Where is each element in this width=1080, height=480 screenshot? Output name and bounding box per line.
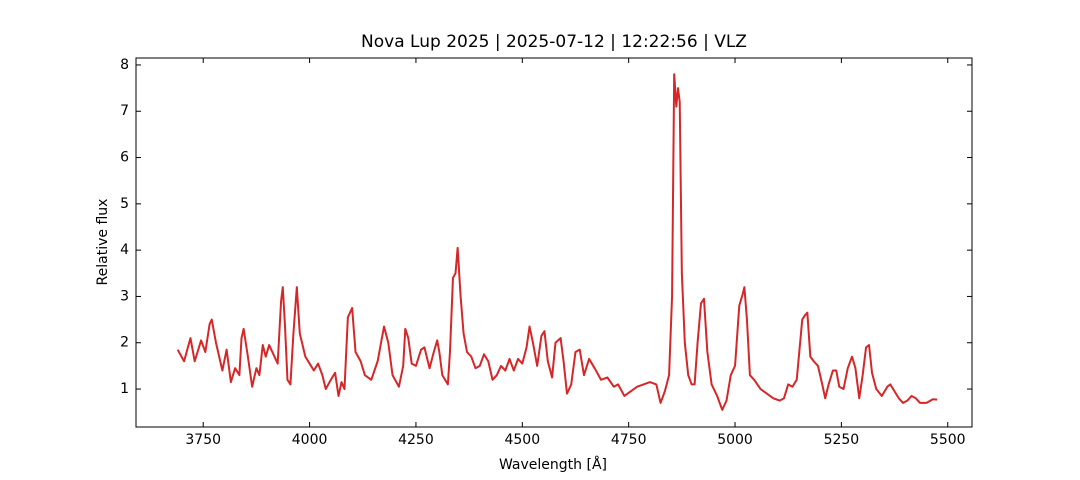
y-tick-label: 7 xyxy=(120,103,129,119)
y-tick-label: 6 xyxy=(120,150,129,166)
x-tick-label: 5000 xyxy=(717,432,753,448)
y-tick-label: 2 xyxy=(120,335,129,351)
y-tick-label: 8 xyxy=(120,57,129,73)
y-tick-label: 1 xyxy=(120,381,129,397)
chart-title: Nova Lup 2025 | 2025-07-12 | 12:22:56 | … xyxy=(361,32,747,52)
x-tick-label: 5250 xyxy=(824,432,860,448)
y-tick-label: 5 xyxy=(120,196,129,212)
plot-frame xyxy=(135,57,973,428)
x-tick-label: 3750 xyxy=(185,432,221,448)
y-tick-label: 3 xyxy=(120,288,129,304)
y-axis-label: Relative flux xyxy=(95,199,111,286)
x-tick-label: 5500 xyxy=(930,432,966,448)
x-tick-label: 4250 xyxy=(398,432,434,448)
x-tick-label: 4500 xyxy=(504,432,540,448)
x-tick-label: 4000 xyxy=(292,432,328,448)
x-tick-label: 4750 xyxy=(611,432,647,448)
x-axis-label: Wavelength [Å] xyxy=(499,456,607,473)
y-tick-label: 4 xyxy=(120,242,129,258)
spectrum-line xyxy=(176,73,938,411)
